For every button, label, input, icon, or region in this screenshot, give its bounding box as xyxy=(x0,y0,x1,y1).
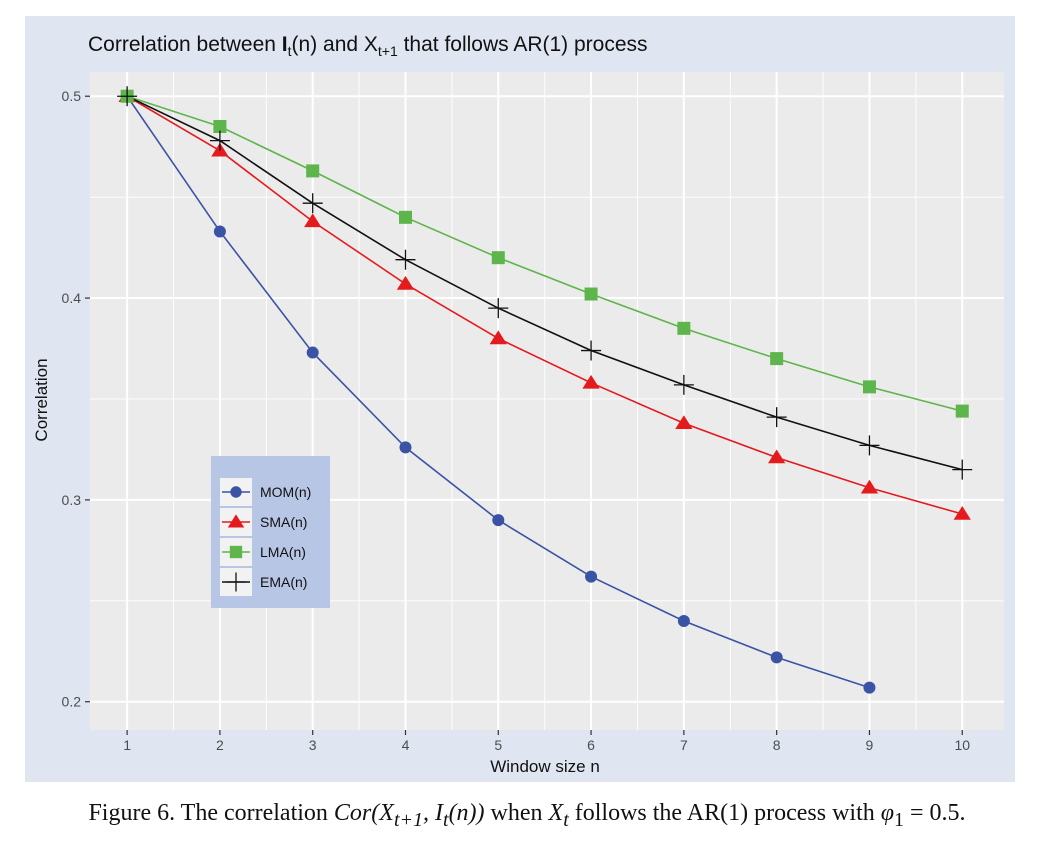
title-suffix: that follows AR(1) process xyxy=(398,33,648,56)
data-point-momn xyxy=(306,346,319,359)
data-point-momn xyxy=(677,615,690,628)
caption-tail: follows the AR(1) process with xyxy=(568,800,881,826)
x-tick-label: 1 xyxy=(123,737,131,753)
data-point-momn xyxy=(492,514,505,527)
series-markers xyxy=(117,86,973,694)
y-tick-label: 0.5 xyxy=(62,88,82,104)
data-point-sman xyxy=(582,374,600,389)
data-point-sman xyxy=(489,330,507,345)
legend-label-lman: LMA(n) xyxy=(260,544,306,560)
data-point-eman xyxy=(209,130,230,151)
caption-x-subscript: t+1 xyxy=(393,808,423,831)
caption-cor: Cor xyxy=(333,800,372,826)
y-axis: 0.2 0.3 0.4 0.5 xyxy=(62,88,90,710)
caption-n: (n)) xyxy=(448,800,485,826)
caption-phi: φ xyxy=(880,800,895,826)
x-axis: 1 2 3 4 5 6 7 8 9 10 xyxy=(123,730,970,753)
figure-caption: Figure 6. The correlation Cor(Xt+1, It(n… xyxy=(0,800,1054,832)
y-tick-label: 0.2 xyxy=(62,694,82,710)
caption-value: = 0.5. xyxy=(904,800,966,826)
title-symbol-i: I xyxy=(282,33,288,56)
chart-title: Correlation between It(n) and Xt+1 that … xyxy=(88,33,648,59)
title-mid: and X xyxy=(317,33,378,56)
x-tick-label: 5 xyxy=(494,737,502,753)
gridlines xyxy=(90,72,1004,730)
data-point-sman xyxy=(768,449,786,464)
x-tick-label: 8 xyxy=(773,737,781,753)
x-tick-label: 6 xyxy=(587,737,595,753)
title-subscript-t: t xyxy=(288,43,292,59)
caption-x: (X xyxy=(371,800,394,826)
title-paren: (n) xyxy=(292,33,318,56)
caption-lead: Figure 6. The correlation xyxy=(88,800,334,826)
x-tick-label: 4 xyxy=(402,737,410,753)
x-tick-label: 9 xyxy=(866,737,874,753)
x-tick-label: 2 xyxy=(216,737,224,753)
data-point-eman xyxy=(859,435,880,456)
data-point-momn xyxy=(213,225,226,238)
data-point-lman xyxy=(862,380,876,394)
data-point-sman xyxy=(953,506,971,520)
y-tick-label: 0.3 xyxy=(62,492,82,508)
data-point-eman xyxy=(952,459,973,480)
y-axis-label: Correlation xyxy=(32,358,51,441)
data-point-eman xyxy=(117,86,138,107)
data-point-momn xyxy=(585,570,598,583)
chart-figure: Correlation between It(n) and Xt+1 that … xyxy=(25,16,1015,782)
series-line-sman xyxy=(126,95,963,515)
data-point-lman xyxy=(213,119,227,133)
caption-mid: when xyxy=(484,800,549,826)
data-point-lman xyxy=(584,287,598,301)
x-tick-label: 10 xyxy=(954,737,970,753)
data-point-eman xyxy=(395,249,416,270)
data-point-lman xyxy=(398,210,412,224)
caption-i-subscript: t xyxy=(443,808,449,831)
legend-key-marker-eman xyxy=(226,572,246,592)
caption-var: X xyxy=(548,800,564,826)
plot-panel xyxy=(90,72,1004,730)
legend: MOM(n) SMA(n) LMA(n) EMA(n) xyxy=(211,456,330,608)
data-point-lman xyxy=(306,164,320,178)
x-axis-label: Window size n xyxy=(490,757,600,776)
legend-label-sman: SMA(n) xyxy=(260,514,307,530)
data-point-sman xyxy=(675,415,693,429)
title-subscript-t-plus-1: t+1 xyxy=(378,43,398,59)
data-point-momn xyxy=(399,441,412,454)
data-point-momn xyxy=(863,681,876,694)
data-point-eman xyxy=(488,298,509,319)
data-point-momn xyxy=(770,651,783,664)
caption-i: , I xyxy=(423,800,443,826)
legend-key-marker-momn xyxy=(230,486,242,498)
data-point-lman xyxy=(955,404,969,418)
data-point-eman xyxy=(766,407,787,428)
x-tick-label: 7 xyxy=(680,737,688,753)
series-line-lman xyxy=(126,95,963,412)
x-tick-label: 3 xyxy=(309,737,317,753)
series-line-eman xyxy=(126,95,963,471)
data-point-lman xyxy=(491,251,505,265)
y-tick-label: 0.4 xyxy=(62,290,82,306)
data-point-lman xyxy=(677,321,691,335)
legend-label-momn: MOM(n) xyxy=(260,484,311,500)
data-point-lman xyxy=(770,352,784,366)
legend-label-eman: EMA(n) xyxy=(260,574,307,590)
title-prefix: Correlation between xyxy=(88,33,282,56)
caption-phi-subscript: 1 xyxy=(894,808,905,831)
data-point-eman xyxy=(581,340,602,361)
data-point-eman xyxy=(302,193,323,214)
legend-key-marker-sman xyxy=(227,514,245,528)
data-point-eman xyxy=(673,374,694,395)
legend-key-marker-lman xyxy=(229,545,243,559)
caption-var-subscript: t xyxy=(563,808,569,831)
data-point-sman xyxy=(396,275,415,290)
data-point-sman xyxy=(304,213,322,228)
data-point-sman xyxy=(860,479,879,494)
